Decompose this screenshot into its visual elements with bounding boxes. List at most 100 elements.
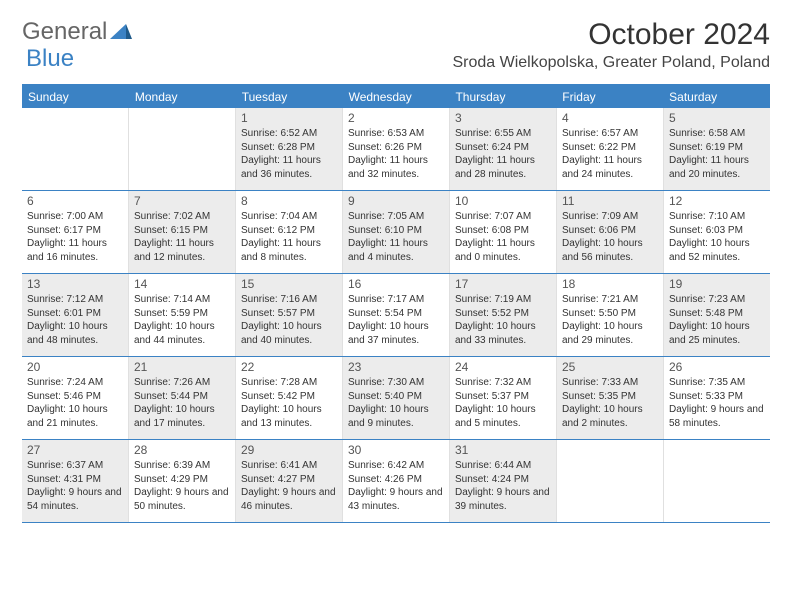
sunset-text: Sunset: 5:42 PM xyxy=(241,390,337,404)
logo-text-blue: Blue xyxy=(26,45,74,72)
day-number: 6 xyxy=(27,194,123,208)
daylight-text: Daylight: 10 hours and 44 minutes. xyxy=(134,320,230,347)
sunset-text: Sunset: 5:44 PM xyxy=(134,390,230,404)
sunrise-text: Sunrise: 7:10 AM xyxy=(669,210,765,224)
day-number: 17 xyxy=(455,277,551,291)
daylight-text: Daylight: 10 hours and 37 minutes. xyxy=(348,320,444,347)
day-cell: 9Sunrise: 7:05 AMSunset: 6:10 PMDaylight… xyxy=(343,191,450,273)
week-row: 13Sunrise: 7:12 AMSunset: 6:01 PMDayligh… xyxy=(22,274,770,357)
dow-cell: Friday xyxy=(556,86,663,108)
day-cell xyxy=(664,440,770,522)
sunset-text: Sunset: 5:40 PM xyxy=(348,390,444,404)
daylight-text: Daylight: 11 hours and 36 minutes. xyxy=(241,154,337,181)
daylight-text: Daylight: 9 hours and 46 minutes. xyxy=(241,486,337,513)
daylight-text: Daylight: 10 hours and 17 minutes. xyxy=(134,403,230,430)
dow-cell: Sunday xyxy=(22,86,129,108)
sunset-text: Sunset: 5:46 PM xyxy=(27,390,123,404)
day-details: Sunrise: 7:21 AMSunset: 5:50 PMDaylight:… xyxy=(562,293,658,347)
day-details: Sunrise: 7:07 AMSunset: 6:08 PMDaylight:… xyxy=(455,210,551,264)
day-details: Sunrise: 7:10 AMSunset: 6:03 PMDaylight:… xyxy=(669,210,765,264)
day-number: 31 xyxy=(455,443,551,457)
day-cell: 22Sunrise: 7:28 AMSunset: 5:42 PMDayligh… xyxy=(236,357,343,439)
day-cell: 7Sunrise: 7:02 AMSunset: 6:15 PMDaylight… xyxy=(129,191,236,273)
logo-blue-text-wrap: Blue xyxy=(26,45,74,73)
sunrise-text: Sunrise: 7:21 AM xyxy=(562,293,658,307)
sunset-text: Sunset: 5:52 PM xyxy=(455,307,551,321)
daylight-text: Daylight: 10 hours and 5 minutes. xyxy=(455,403,551,430)
daylight-text: Daylight: 9 hours and 50 minutes. xyxy=(134,486,230,513)
day-number: 14 xyxy=(134,277,230,291)
day-cell: 20Sunrise: 7:24 AMSunset: 5:46 PMDayligh… xyxy=(22,357,129,439)
sunset-text: Sunset: 6:01 PM xyxy=(27,307,123,321)
day-cell: 25 Sunrise: 7:33 AMSunset: 5:35 PMDayligh… xyxy=(557,357,664,439)
day-cell xyxy=(557,440,664,522)
daylight-text: Daylight: 11 hours and 24 minutes. xyxy=(562,154,658,181)
day-cell: 13Sunrise: 7:12 AMSunset: 6:01 PMDayligh… xyxy=(22,274,129,356)
day-cell: 18 Sunrise: 7:21 AMSunset: 5:50 PMDayligh… xyxy=(557,274,664,356)
sunset-text: Sunset: 5:57 PM xyxy=(241,307,337,321)
dow-cell: Thursday xyxy=(449,86,556,108)
day-details: Sunrise: 7:28 AMSunset: 5:42 PMDaylight:… xyxy=(241,376,337,430)
day-cell: 31 Sunrise: 6:44 AMSunset: 4:24 PMDayligh… xyxy=(450,440,557,522)
day-number: 5 xyxy=(669,111,765,125)
day-number: 2 xyxy=(348,111,444,125)
day-number: 27 xyxy=(27,443,123,457)
daylight-text: Daylight: 11 hours and 12 minutes. xyxy=(134,237,230,264)
sunset-text: Sunset: 6:03 PM xyxy=(669,224,765,238)
day-number: 4 xyxy=(562,111,658,125)
sunrise-text: Sunrise: 7:04 AM xyxy=(241,210,337,224)
day-details: Sunrise: 7:17 AMSunset: 5:54 PMDaylight:… xyxy=(348,293,444,347)
day-number: 10 xyxy=(455,194,551,208)
day-details: Sunrise: 6:58 AMSunset: 6:19 PMDaylight:… xyxy=(669,127,765,181)
sunrise-text: Sunrise: 7:19 AM xyxy=(455,293,551,307)
daylight-text: Daylight: 10 hours and 9 minutes. xyxy=(348,403,444,430)
sunrise-text: Sunrise: 6:39 AM xyxy=(134,459,230,473)
daylight-text: Daylight: 11 hours and 0 minutes. xyxy=(455,237,551,264)
sunrise-text: Sunrise: 6:55 AM xyxy=(455,127,551,141)
location-text: Sroda Wielkopolska, Greater Poland, Pola… xyxy=(452,54,770,72)
logo: General xyxy=(22,18,134,46)
daylight-text: Daylight: 9 hours and 39 minutes. xyxy=(455,486,551,513)
sunset-text: Sunset: 6:26 PM xyxy=(348,141,444,155)
day-number: 18 xyxy=(562,277,658,291)
sunset-text: Sunset: 4:26 PM xyxy=(348,473,444,487)
day-details: Sunrise: 6:39 AMSunset: 4:29 PMDaylight:… xyxy=(134,459,230,513)
month-title: October 2024 xyxy=(452,18,770,52)
daylight-text: Daylight: 9 hours and 54 minutes. xyxy=(27,486,123,513)
day-details: Sunrise: 7:00 AMSunset: 6:17 PMDaylight:… xyxy=(27,210,123,264)
sunrise-text: Sunrise: 7:02 AM xyxy=(134,210,230,224)
daylight-text: Daylight: 11 hours and 16 minutes. xyxy=(27,237,123,264)
daylight-text: Daylight: 10 hours and 40 minutes. xyxy=(241,320,337,347)
sunrise-text: Sunrise: 6:53 AM xyxy=(348,127,444,141)
sunrise-text: Sunrise: 7:28 AM xyxy=(241,376,337,390)
sunrise-text: Sunrise: 7:26 AM xyxy=(134,376,230,390)
day-cell: 16 Sunrise: 7:17 AMSunset: 5:54 PMDayligh… xyxy=(343,274,450,356)
week-row: 27 Sunrise: 6:37 AMSunset: 4:31 PMDayligh… xyxy=(22,440,770,523)
day-details: Sunrise: 6:44 AMSunset: 4:24 PMDaylight:… xyxy=(455,459,551,513)
dow-cell: Monday xyxy=(129,86,236,108)
day-details: Sunrise: 6:55 AMSunset: 6:24 PMDaylight:… xyxy=(455,127,551,181)
daylight-text: Daylight: 10 hours and 52 minutes. xyxy=(669,237,765,264)
sunrise-text: Sunrise: 7:14 AM xyxy=(134,293,230,307)
day-details: Sunrise: 6:37 AMSunset: 4:31 PMDaylight:… xyxy=(27,459,123,513)
day-details: Sunrise: 7:23 AMSunset: 5:48 PMDaylight:… xyxy=(669,293,765,347)
day-details: Sunrise: 7:30 AMSunset: 5:40 PMDaylight:… xyxy=(348,376,444,430)
day-cell: 23Sunrise: 7:30 AMSunset: 5:40 PMDayligh… xyxy=(343,357,450,439)
sunset-text: Sunset: 6:06 PM xyxy=(562,224,658,238)
day-number: 12 xyxy=(669,194,765,208)
day-details: Sunrise: 6:52 AMSunset: 6:28 PMDaylight:… xyxy=(241,127,337,181)
day-number: 16 xyxy=(348,277,444,291)
day-number: 25 xyxy=(562,360,658,374)
sunset-text: Sunset: 6:08 PM xyxy=(455,224,551,238)
day-cell: 10 Sunrise: 7:07 AMSunset: 6:08 PMDayligh… xyxy=(450,191,557,273)
sunrise-text: Sunrise: 7:16 AM xyxy=(241,293,337,307)
day-details: Sunrise: 6:42 AMSunset: 4:26 PMDaylight:… xyxy=(348,459,444,513)
day-details: Sunrise: 7:35 AMSunset: 5:33 PMDaylight:… xyxy=(669,376,765,430)
day-number: 26 xyxy=(669,360,765,374)
sunrise-text: Sunrise: 7:30 AM xyxy=(348,376,444,390)
sunset-text: Sunset: 6:19 PM xyxy=(669,141,765,155)
day-number: 30 xyxy=(348,443,444,457)
title-block: October 2024 Sroda Wielkopolska, Greater… xyxy=(452,18,770,72)
day-details: Sunrise: 6:41 AMSunset: 4:27 PMDaylight:… xyxy=(241,459,337,513)
day-details: Sunrise: 7:33 AMSunset: 5:35 PMDaylight:… xyxy=(562,376,658,430)
